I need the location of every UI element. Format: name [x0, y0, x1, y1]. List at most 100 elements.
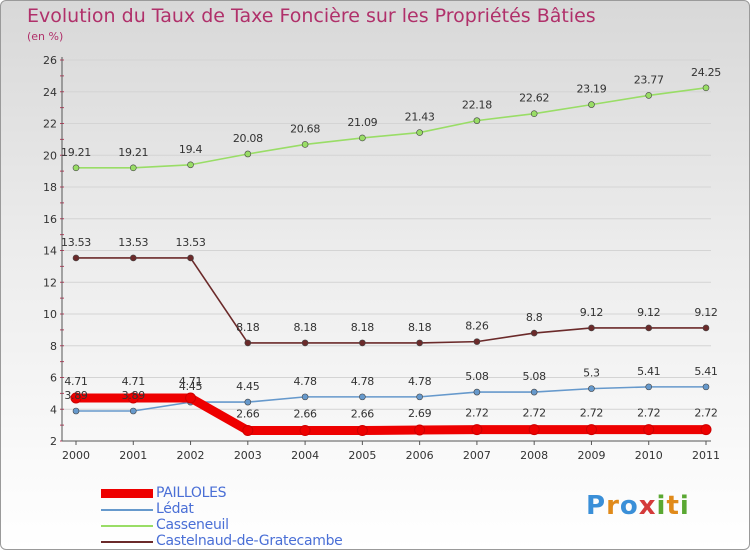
x-tick-label: 2002: [177, 449, 205, 462]
legend-label-pailloles: PAILLOLES: [156, 485, 227, 501]
logo-letter: r: [606, 491, 620, 521]
legend-label-casseneuil: Casseneuil: [156, 517, 229, 533]
data-point: [643, 424, 655, 436]
data-point: [702, 324, 710, 332]
data-label: 4.78: [351, 375, 375, 388]
data-label: 2.69: [408, 407, 432, 420]
data-point: [359, 339, 366, 347]
data-point: [414, 424, 426, 436]
series-line-castelnaud-de-gratecambe: [75, 257, 707, 344]
data-point: [359, 393, 366, 401]
legend-item-casseneuil: Casseneuil: [101, 517, 401, 533]
data-label: 19.4: [179, 143, 203, 156]
logo-letter: t: [666, 491, 680, 521]
data-label: 8.18: [236, 321, 260, 334]
data-point: [187, 161, 194, 169]
y-tick-label: 10: [43, 308, 57, 321]
legend-swatch-casseneuil: [101, 525, 153, 527]
data-point: [588, 101, 595, 108]
data-point: [702, 383, 710, 391]
data-point: [244, 150, 252, 158]
data-label: 3.89: [122, 389, 146, 402]
y-tick-label: 14: [43, 245, 57, 258]
legend: PAILLOLES Lédat Casseneuil Castelnaud-de…: [101, 485, 401, 549]
data-label: 19.21: [118, 146, 148, 159]
data-label: 5.41: [637, 365, 660, 378]
chart-unit-label: (en %): [27, 30, 64, 43]
legend-label-ledat: Lédat: [156, 501, 194, 517]
data-label: 24.25: [691, 66, 721, 79]
data-label: 2.72: [637, 407, 660, 420]
data-point: [530, 110, 538, 117]
data-point: [72, 164, 80, 172]
data-label: 2.72: [580, 407, 603, 420]
data-label: 4.78: [408, 375, 432, 388]
data-point: [244, 398, 252, 406]
chart-title: Evolution du Taux de Taxe Foncière sur l…: [27, 5, 596, 27]
data-label: 9.12: [637, 306, 660, 319]
data-point: [129, 407, 137, 415]
data-point: [702, 84, 710, 92]
data-point: [473, 338, 481, 345]
logo-letter: i: [679, 491, 690, 521]
data-label: 22.62: [519, 92, 549, 105]
data-label: 2.72: [694, 407, 717, 420]
data-point: [585, 424, 597, 436]
x-tick-label: 2003: [234, 449, 262, 462]
data-label: 20.08: [233, 132, 263, 145]
data-point: [700, 424, 712, 436]
data-point: [301, 393, 309, 401]
data-point: [416, 129, 423, 136]
data-point: [473, 388, 481, 396]
data-point: [70, 392, 82, 404]
data-point: [416, 393, 423, 401]
data-point: [301, 141, 309, 148]
x-tick-label: 2005: [348, 449, 376, 462]
y-tick-label: 18: [43, 181, 57, 194]
data-label: 22.18: [462, 99, 492, 112]
legend-label-castelnaud: Castelnaud-de-Gratecambe: [156, 533, 343, 549]
y-tick-label: 22: [43, 118, 57, 131]
x-tick-label: 2004: [291, 449, 319, 462]
x-tick-label: 2009: [577, 449, 605, 462]
data-label: 2.66: [351, 408, 375, 421]
data-label: 3.89: [64, 389, 88, 402]
data-point: [645, 324, 653, 332]
data-point: [299, 425, 311, 437]
y-tick-label: 26: [43, 54, 57, 67]
y-tick-label: 20: [43, 149, 57, 162]
data-label: 19.21: [61, 146, 91, 159]
data-label: 5.3: [583, 367, 600, 380]
data-label: 4.71: [179, 375, 202, 388]
x-tick-label: 2011: [692, 449, 720, 462]
data-point: [242, 425, 254, 437]
data-point: [72, 407, 80, 415]
y-tick-label: 16: [43, 213, 57, 226]
data-point: [359, 134, 366, 142]
legend-swatch-castelnaud: [101, 541, 153, 543]
data-label: 4.45: [179, 380, 203, 393]
legend-item-pailloles: PAILLOLES: [101, 485, 401, 501]
data-label: 4.71: [64, 375, 87, 388]
data-point: [528, 424, 540, 436]
x-tick-label: 2001: [119, 449, 147, 462]
data-label: 2.66: [293, 408, 317, 421]
data-label: 21.09: [347, 116, 377, 129]
data-point: [645, 92, 653, 99]
data-label: 4.71: [122, 375, 145, 388]
data-point: [244, 339, 252, 347]
data-label: 8.26: [465, 320, 489, 333]
data-point: [530, 388, 538, 396]
data-label: 8.8: [526, 311, 543, 324]
data-point: [187, 254, 194, 262]
data-label: 9.12: [694, 306, 717, 319]
data-point: [530, 329, 538, 337]
data-point: [645, 383, 653, 391]
data-label: 4.78: [293, 375, 317, 388]
data-point: [588, 385, 595, 392]
data-point: [416, 339, 423, 347]
legend-item-ledat: Lédat: [101, 501, 401, 517]
series-line-l-dat: [75, 386, 707, 412]
data-label: 9.12: [580, 306, 603, 319]
